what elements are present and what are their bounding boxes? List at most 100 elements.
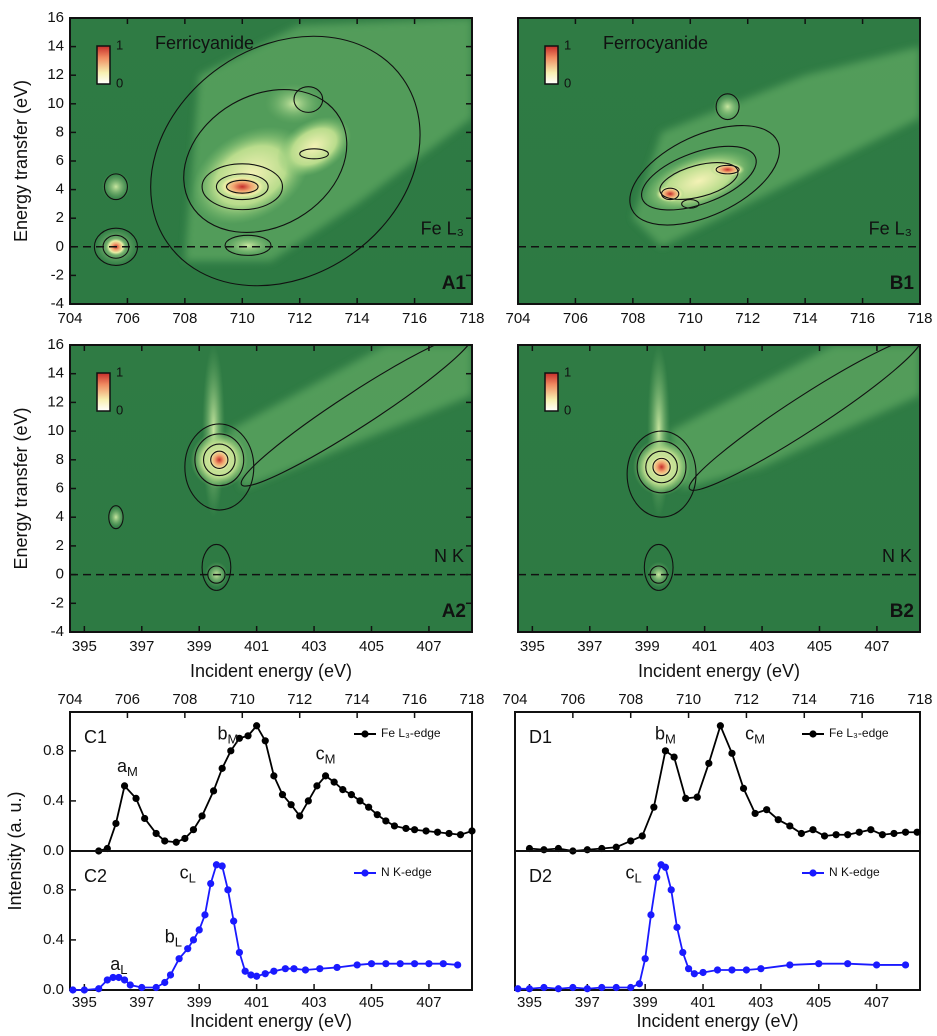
data-point <box>682 794 690 803</box>
peak-label: cM <box>316 743 336 767</box>
x-tick-label: 407 <box>864 638 889 655</box>
data-point <box>281 965 289 973</box>
data-point <box>583 985 591 993</box>
data-point <box>353 961 361 969</box>
x-tick-label: 718 <box>907 310 932 327</box>
y-tick-label: 0.8 <box>43 742 64 759</box>
data-point <box>820 832 829 840</box>
contour <box>626 430 697 518</box>
peak-letter: a <box>110 954 121 974</box>
data-point <box>126 981 134 989</box>
heatmap-blob <box>222 233 274 257</box>
y-axis-label: Energy transfer (eV) <box>11 80 31 242</box>
data-point <box>198 812 206 820</box>
contour <box>215 173 269 201</box>
y-tick-label: 2 <box>56 537 64 554</box>
data-point <box>742 966 751 974</box>
data-point <box>809 826 817 834</box>
data-point <box>201 911 209 919</box>
y-tick-label: 4 <box>56 181 64 198</box>
data-point <box>433 828 442 836</box>
data-point <box>339 786 347 794</box>
data-point <box>152 983 160 992</box>
data-point <box>641 955 649 963</box>
peak-letter: b <box>165 926 175 946</box>
data-point <box>454 961 462 969</box>
plot-frame <box>517 344 921 633</box>
data-point <box>638 832 646 840</box>
data-point <box>763 806 771 814</box>
data-point <box>316 965 324 973</box>
data-point <box>751 809 759 818</box>
contour <box>715 164 740 175</box>
data-point <box>867 826 875 834</box>
y-tick-label: -2 <box>51 266 64 283</box>
x-tick-label: 397 <box>577 638 602 655</box>
legend-marker <box>361 869 369 877</box>
data-point <box>330 778 338 786</box>
legend-label: N K-edge <box>381 865 432 879</box>
x-tick-label: 399 <box>187 638 212 655</box>
panel-label: D2 <box>529 866 552 886</box>
data-point <box>844 831 852 839</box>
peak-subscript: L <box>634 871 641 886</box>
data-point <box>913 828 921 836</box>
contour <box>183 89 348 233</box>
y-tick-label: -4 <box>51 623 64 640</box>
data-point <box>227 747 235 755</box>
data-point <box>181 834 189 843</box>
y-axis-label: Intensity (a. u.) <box>5 791 25 910</box>
edge-label: Fe L₃ <box>421 218 464 238</box>
panel-label: C1 <box>84 727 107 747</box>
x-tick-label: 405 <box>359 994 384 1011</box>
x-tick-label: 710 <box>230 310 255 327</box>
data-point <box>878 831 886 839</box>
peak-subscript: L <box>175 935 182 950</box>
panel-title: Ferrocyanide <box>603 33 708 53</box>
x-tick-label: 718 <box>459 691 484 708</box>
y-tick-label: 6 <box>56 152 64 169</box>
colorbar-tick-label: 1 <box>116 37 123 52</box>
data-point <box>425 960 433 968</box>
x-tick-label: 405 <box>807 638 832 655</box>
x-tick-label: 708 <box>172 691 197 708</box>
data-point <box>670 753 678 761</box>
contour <box>224 234 272 256</box>
contour <box>643 543 674 591</box>
data-point <box>650 803 658 811</box>
data-point <box>270 967 278 975</box>
y-tick-label: 14 <box>47 38 64 55</box>
data-point <box>693 793 701 801</box>
peak-label: aL <box>110 954 127 978</box>
contour <box>103 173 128 201</box>
data-point <box>218 764 226 772</box>
peak-subscript: L <box>189 871 196 886</box>
data-point <box>253 972 261 980</box>
data-point <box>373 811 381 819</box>
x-tick-label: 397 <box>129 638 154 655</box>
data-point <box>367 960 376 968</box>
contour <box>108 505 124 530</box>
peak-letter: a <box>117 756 128 776</box>
x-axis-label: Incident energy (eV) <box>190 661 352 681</box>
data-point <box>667 886 675 894</box>
data-point <box>422 827 430 835</box>
panel-label: D1 <box>529 727 552 747</box>
data-point <box>410 960 419 968</box>
data-point <box>382 817 390 825</box>
x-tick-label: 716 <box>402 310 427 327</box>
x-tick-label: 395 <box>517 994 542 1011</box>
data-point <box>705 759 713 767</box>
data-point <box>347 791 355 799</box>
data-point <box>890 829 898 838</box>
contour <box>184 423 255 511</box>
data-point <box>647 911 655 919</box>
x-tick-label: 399 <box>635 638 660 655</box>
heatmap-band <box>227 345 472 489</box>
colorbar-tick-label: 0 <box>116 402 123 417</box>
peak-letter: c <box>316 743 325 763</box>
data-point <box>739 784 748 792</box>
data-line <box>517 863 906 990</box>
data-point <box>189 936 198 944</box>
plot-frame <box>69 850 473 991</box>
